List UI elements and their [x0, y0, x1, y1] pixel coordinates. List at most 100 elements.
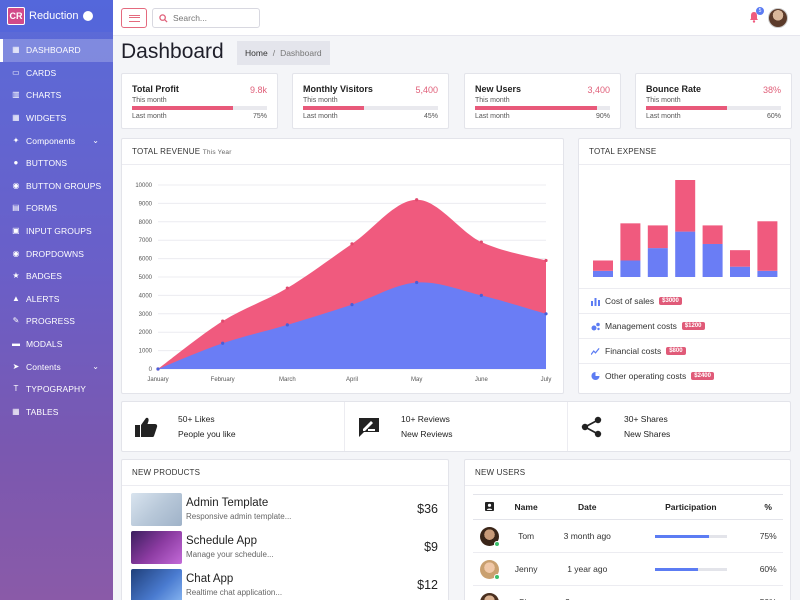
sidebar-item-label: Components [26, 135, 76, 146]
stat-percent: 45% [423, 113, 438, 120]
stat-progress-fill [475, 106, 597, 110]
sidebar-item-charts[interactable]: ▥ CHARTS [0, 84, 113, 107]
stat-title: Total Profit [132, 84, 179, 94]
sidebar-item-input-groups[interactable]: ▣ INPUT GROUPS [0, 220, 113, 243]
likes-count: 50+ Likes [178, 413, 215, 424]
product-item[interactable]: Chat App Realtime chat application... $12 [122, 566, 448, 600]
users-card-title: NEW USERS [465, 460, 790, 486]
product-price: $12 [417, 578, 438, 592]
sidebar-item-modals[interactable]: ▬ MODALS [0, 333, 113, 356]
chevron-down-icon[interactable]: ⌄ [92, 136, 99, 146]
table-row[interactable]: Sim 2 years ago 50% [473, 585, 783, 600]
users-column-header [473, 494, 506, 520]
notification-bell-icon[interactable] [748, 11, 760, 23]
sidebar-item-button-groups[interactable]: ◉ BUTTON GROUPS [0, 175, 113, 198]
user-name: Jenny [506, 552, 547, 586]
sidebar-item-dropdowns[interactable]: ◉ DROPDOWNS [0, 242, 113, 265]
expense-label: Cost of sales [605, 296, 655, 306]
participation-bar [654, 567, 727, 571]
sidebar-item-cards[interactable]: ▭ CARDS [0, 62, 113, 85]
sidebar: CR Reduction ▦ DASHBOARD ▭ CARDS ▥ CHARTS ▦ WID… [0, 0, 113, 600]
shares-count: 30+ Shares [624, 413, 668, 424]
y-tick-label: 5000 [139, 275, 153, 281]
sidebar-item-label: PROGRESS [26, 316, 75, 327]
x-tick-label: July [541, 377, 552, 383]
sidebar-item-widgets[interactable]: ▦ WIDGETS [0, 107, 113, 130]
chevron-down-icon[interactable]: ⌄ [92, 362, 99, 372]
y-tick-label: 0 [149, 367, 153, 373]
star-icon: ★ [12, 271, 20, 281]
brand[interactable]: CR Reduction [0, 0, 113, 32]
expense-item: Cost of sales $3000 [579, 288, 790, 313]
breadcrumb: Home / Dashboard [237, 41, 330, 65]
y-tick-label: 9000 [139, 201, 153, 207]
sidebar-item-label: BADGES [26, 271, 63, 282]
stat-period: This month [303, 97, 338, 104]
product-name: Chat App [186, 573, 234, 585]
sidebar-item-label: ALERTS [26, 293, 60, 304]
stat-period: This month [475, 97, 510, 104]
user-percent: 50% [753, 585, 783, 600]
stat-progress-fill [303, 106, 364, 110]
bar-segment-pink [647, 225, 668, 249]
sidebar-item-label: DROPDOWNS [26, 248, 85, 259]
expense-label: Financial costs [605, 346, 662, 356]
table-row[interactable]: Tom 3 month ago 75% [473, 519, 783, 553]
sidebar-item-forms[interactable]: ▤ FORMS [0, 197, 113, 220]
users-column-header: Name [506, 494, 547, 520]
table-row[interactable]: Jenny 1 year ago 60% [473, 552, 783, 586]
y-tick-label: 8000 [139, 220, 153, 226]
products-card-title: NEW PRODUCTS [122, 460, 448, 486]
stat-last-label: Last month [132, 113, 167, 120]
likes-label: People you like [178, 428, 236, 439]
breadcrumb-home[interactable]: Home [245, 48, 268, 58]
expense-bar-chart [593, 180, 778, 277]
search-icon [159, 13, 168, 23]
product-item[interactable]: Admin Template Responsive admin template.… [122, 490, 448, 528]
bar-segment-blue [593, 270, 613, 277]
product-name: Admin Template [186, 497, 269, 509]
reviews-count: 10+ Reviews [401, 413, 450, 424]
users-card: NEW USERS Name Date Participation% Tom 3 m… [464, 459, 791, 600]
forms-icon: ▤ [12, 203, 20, 213]
bar-chart-icon [591, 297, 600, 306]
sidebar-item-dashboard[interactable]: ▦ DASHBOARD [0, 39, 113, 62]
github-icon[interactable] [82, 11, 93, 21]
product-list: Admin Template Responsive admin template.… [122, 486, 448, 600]
reviews-cell: 10+ Reviews New Reviews [345, 402, 568, 451]
stat-progress-bar [646, 106, 781, 110]
data-point [156, 367, 160, 371]
shares-cell: 30+ Shares New Shares [568, 402, 790, 451]
expense-amount-badge: $3000 [659, 297, 682, 305]
sidebar-item-contents[interactable]: ➤ Contents ⌄ [0, 355, 113, 378]
top-header: 5 [113, 0, 800, 36]
likes-cell: 50+ Likes People you like [122, 402, 345, 451]
x-tick-label: January [147, 377, 168, 383]
sidebar-item-buttons[interactable]: ● BUTTONS [0, 152, 113, 175]
sidebar-item-alerts[interactable]: ▲ ALERTS [0, 288, 113, 311]
avatar [480, 559, 500, 580]
search-box[interactable] [152, 8, 260, 28]
stat-progress-fill [646, 106, 727, 110]
share-icon [581, 416, 602, 437]
participation-fill [654, 567, 699, 571]
puzzle-icon: ✦ [12, 135, 20, 145]
sidebar-item-badges[interactable]: ★ BADGES [0, 265, 113, 288]
sidebar-nav: ▦ DASHBOARD ▭ CARDS ▥ CHARTS ▦ WIDGETS ✦ Componen… [0, 39, 113, 423]
search-input[interactable] [173, 13, 253, 23]
sidebar-item-tables[interactable]: ▦ TABLES [0, 401, 113, 424]
revenue-area-chart: 0 1000 2000 3000 4000 5000 6000 7000 8000 9000 100… [135, 183, 552, 383]
menu-toggle-button[interactable] [121, 8, 147, 28]
user-name: Tom [506, 519, 547, 553]
users-column-header: % [753, 494, 783, 520]
sidebar-item-label: CARDS [26, 67, 57, 78]
sidebar-item-label: TABLES [26, 406, 59, 417]
sidebar-item-typography[interactable]: T TYPOGRAPHY [0, 378, 113, 401]
bar-segment-pink [593, 260, 613, 271]
sidebar-item-progress[interactable]: ✎ PROGRESS [0, 310, 113, 333]
stat-card: Monthly Visitors 5,400 This month Last m… [292, 73, 449, 129]
user-avatar[interactable] [768, 8, 788, 28]
product-item[interactable]: Schedule App Manage your schedule... $9 [122, 528, 448, 566]
sidebar-item-components[interactable]: ✦ Components ⌄ [0, 129, 113, 152]
bar-segment-pink [620, 223, 641, 261]
